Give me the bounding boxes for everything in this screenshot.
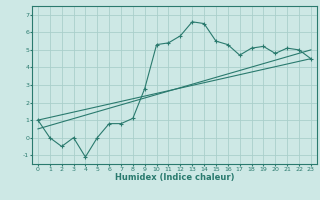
X-axis label: Humidex (Indice chaleur): Humidex (Indice chaleur): [115, 173, 234, 182]
